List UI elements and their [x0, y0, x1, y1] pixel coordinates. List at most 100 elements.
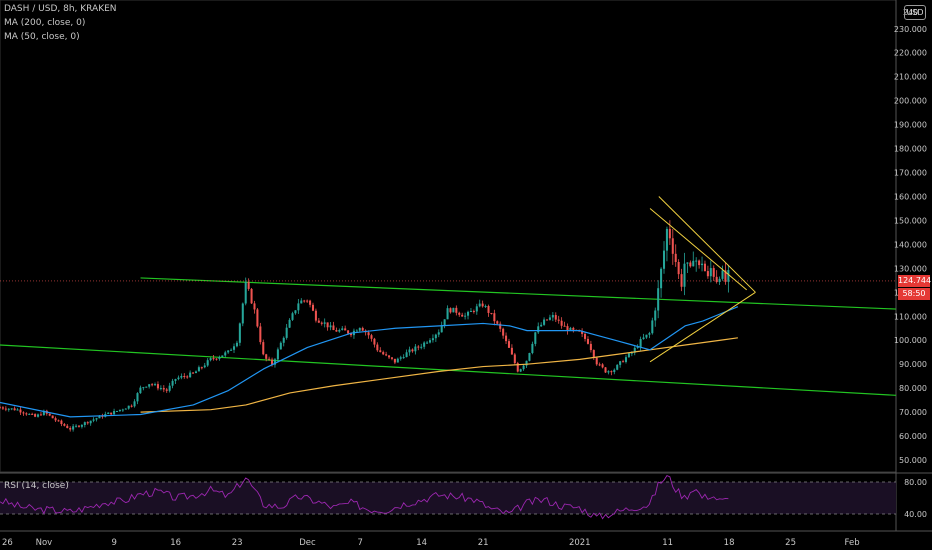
y-tick-label: 220.000	[894, 49, 927, 58]
candle-body	[537, 326, 540, 333]
candle-body	[613, 369, 616, 373]
y-tick-label: 80.000	[899, 384, 927, 393]
candle-body	[461, 314, 464, 317]
candle-body	[709, 268, 712, 277]
rsi-line	[0, 475, 729, 520]
candle-body	[89, 420, 92, 424]
candle-body	[118, 409, 121, 411]
candle-body	[414, 346, 417, 352]
candle-body	[314, 310, 317, 321]
candle-body	[484, 305, 487, 307]
candlesticks	[0, 220, 730, 432]
triangle-lower-line	[649, 291, 756, 363]
candle-body	[341, 328, 344, 330]
x-tick-label: 2021	[569, 538, 591, 548]
candle-body	[4, 408, 7, 410]
rsi-pane: 80.00 40.00	[0, 475, 927, 520]
candle-body	[309, 300, 312, 305]
candle-body	[616, 364, 619, 370]
candle-body	[689, 262, 692, 267]
candle-body	[189, 372, 192, 378]
candle-body	[692, 260, 695, 267]
candle-body	[282, 337, 285, 343]
candle-body	[431, 338, 434, 341]
candle-body	[548, 317, 551, 320]
candle-body	[121, 409, 124, 411]
candle-body	[531, 343, 534, 354]
candle-body	[92, 419, 95, 421]
candle-body	[206, 360, 209, 366]
candle-body	[443, 319, 446, 326]
y-tick-label: 190.000	[894, 121, 927, 130]
y-tick-label: 160.000	[894, 192, 927, 201]
y-tick-label: 180.000	[894, 145, 927, 154]
candle-body	[698, 260, 701, 266]
rsi-legend[interactable]: RSI (14, close)	[4, 481, 69, 491]
candle-body	[247, 282, 250, 289]
candle-body	[540, 324, 543, 327]
candle-body	[110, 412, 113, 415]
candle-body	[434, 334, 437, 339]
candle-body	[695, 260, 698, 262]
candle-body	[16, 409, 19, 411]
candle-body	[311, 304, 315, 311]
candle-body	[186, 376, 189, 378]
candle-body	[715, 276, 718, 282]
candle-body	[636, 346, 639, 348]
candle-body	[241, 303, 244, 324]
candle-body	[373, 338, 376, 345]
candle-body	[42, 410, 45, 416]
ma50-legend[interactable]: MA (50, close, 0)	[4, 32, 80, 42]
candle-body	[622, 361, 625, 363]
candle-body	[148, 384, 151, 387]
candle-body	[232, 346, 236, 350]
currency-button[interactable]: USD	[904, 5, 926, 20]
ma200-legend[interactable]: MA (200, close, 0)	[4, 18, 86, 28]
y-tick-label: 150.000	[894, 216, 927, 225]
candle-body	[452, 307, 455, 313]
candle-body	[1, 407, 4, 409]
x-tick-label: 9	[111, 538, 116, 548]
candle-body	[57, 420, 60, 422]
candle-body	[291, 313, 294, 320]
x-tick-label: 11	[662, 538, 673, 548]
candle-body	[63, 424, 66, 426]
candle-body	[472, 310, 475, 312]
y-tick-label: 70.000	[899, 408, 927, 417]
candle-body	[388, 355, 391, 358]
symbol-legend[interactable]: DASH / USD, 8h, KRAKEN	[4, 4, 117, 14]
x-tick-label: 26	[2, 538, 13, 548]
candle-body	[660, 268, 663, 289]
candle-body	[411, 349, 414, 352]
x-tick-label: Nov	[36, 538, 53, 548]
y-tick-label: 110.000	[894, 312, 927, 321]
candle-body	[77, 425, 81, 427]
x-tick-label: Dec	[299, 538, 316, 548]
candle-body	[244, 282, 247, 304]
candle-body	[645, 334, 648, 338]
y-tick-label: 100.000	[894, 336, 927, 345]
candle-body	[317, 320, 320, 323]
candle-body	[69, 428, 72, 430]
candle-body	[543, 319, 546, 325]
candle-body	[51, 415, 54, 419]
countdown-tag: 58:50	[898, 287, 930, 300]
candle-body	[142, 387, 145, 389]
y-tick-label: 130.000	[894, 264, 927, 273]
candle-body	[379, 350, 382, 353]
candle-body	[712, 268, 715, 277]
candle-body	[37, 414, 40, 417]
candle-body	[54, 418, 57, 421]
x-tick-label: 18	[724, 538, 735, 548]
candle-body	[458, 312, 461, 315]
candle-body	[200, 367, 203, 369]
candle-body	[674, 253, 677, 262]
candle-body	[516, 363, 519, 372]
candle-body	[22, 412, 25, 414]
candle-body	[598, 364, 601, 366]
y-tick-label: 140.000	[894, 240, 927, 249]
candle-body	[569, 327, 572, 331]
candle-body	[490, 312, 493, 314]
x-tick-label: 16	[170, 538, 181, 548]
